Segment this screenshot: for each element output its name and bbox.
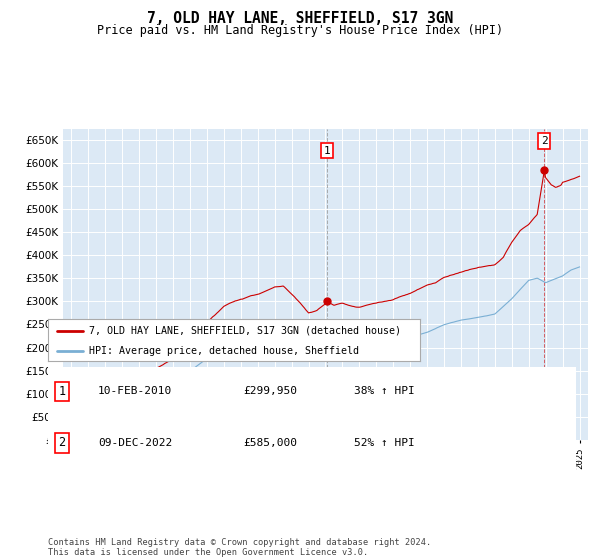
Text: Price paid vs. HM Land Registry's House Price Index (HPI): Price paid vs. HM Land Registry's House … xyxy=(97,24,503,36)
Text: 1: 1 xyxy=(59,385,65,398)
Text: 52% ↑ HPI: 52% ↑ HPI xyxy=(354,438,415,448)
Text: 10-FEB-2010: 10-FEB-2010 xyxy=(98,386,172,396)
Text: HPI: Average price, detached house, Sheffield: HPI: Average price, detached house, Shef… xyxy=(89,346,359,356)
Text: 1: 1 xyxy=(324,146,331,156)
Text: 09-DEC-2022: 09-DEC-2022 xyxy=(98,438,172,448)
Text: Contains HM Land Registry data © Crown copyright and database right 2024.
This d: Contains HM Land Registry data © Crown c… xyxy=(48,538,431,557)
Text: 38% ↑ HPI: 38% ↑ HPI xyxy=(354,386,415,396)
Text: 7, OLD HAY LANE, SHEFFIELD, S17 3GN (detached house): 7, OLD HAY LANE, SHEFFIELD, S17 3GN (det… xyxy=(89,326,401,336)
Text: £585,000: £585,000 xyxy=(244,438,298,448)
Text: 2: 2 xyxy=(541,136,548,146)
Text: 7, OLD HAY LANE, SHEFFIELD, S17 3GN: 7, OLD HAY LANE, SHEFFIELD, S17 3GN xyxy=(147,11,453,26)
Text: 2: 2 xyxy=(59,436,65,450)
Text: £299,950: £299,950 xyxy=(244,386,298,396)
